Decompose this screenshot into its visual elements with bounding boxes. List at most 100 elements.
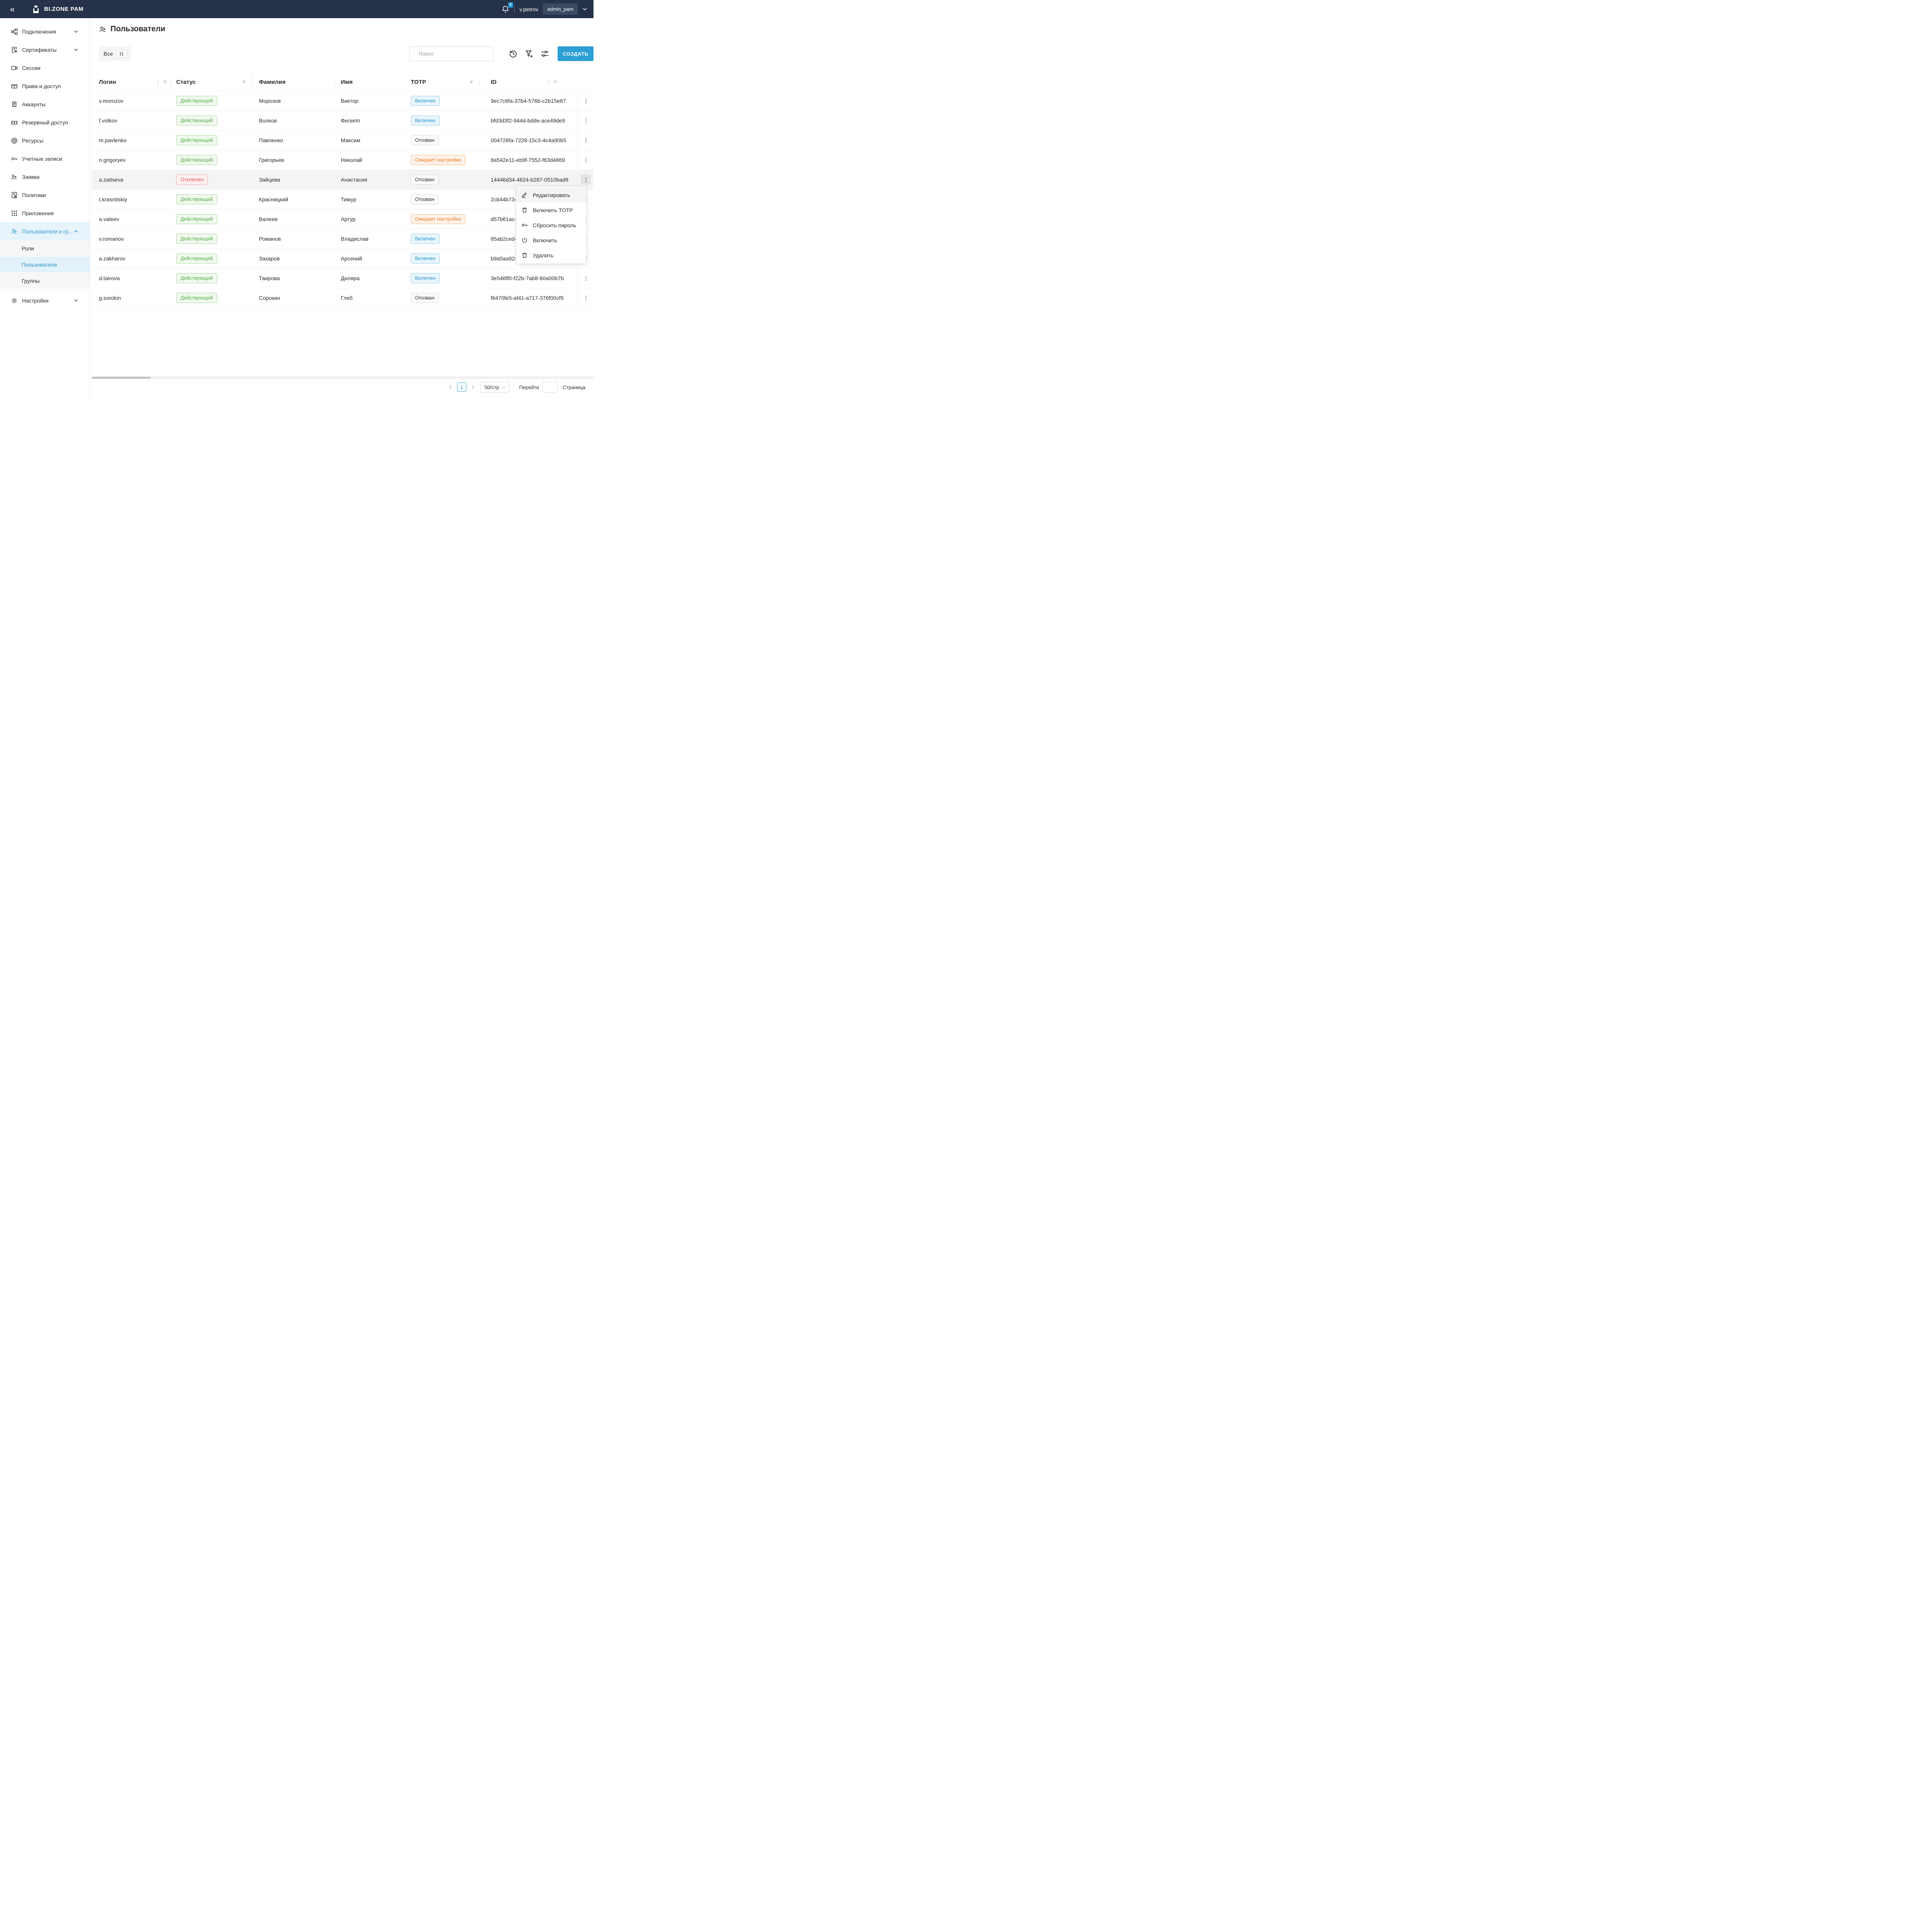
- menu-item-pencil[interactable]: Редактировать: [516, 187, 586, 202]
- row-menu-button[interactable]: [581, 116, 591, 126]
- horizontal-scrollbar[interactable]: [92, 376, 594, 379]
- settings-sliders-button[interactable]: [540, 49, 549, 58]
- cell-totp: Отозван: [403, 174, 480, 185]
- cell-status: Действующий: [171, 273, 252, 284]
- requests-icon: [11, 173, 18, 180]
- page-number-button[interactable]: 1: [457, 383, 466, 392]
- totp-badge: Отозван: [411, 194, 439, 205]
- notifications-button[interactable]: 2: [501, 2, 514, 14]
- table-row[interactable]: a.valeev Действующий Валеев Артур Ожидает на…: [92, 209, 594, 229]
- scrollbar-thumb[interactable]: [92, 377, 151, 379]
- table-row[interactable]: v.romanov Действующий Романов Владислав Вклю…: [92, 229, 594, 249]
- column-header-4[interactable]: TOTP: [403, 73, 480, 91]
- connections-icon: [11, 28, 18, 35]
- sidebar-item-credentials[interactable]: Учетные записи: [0, 150, 90, 168]
- table-row[interactable]: d.tairova Действующий Таирова Диляра Включен…: [92, 269, 594, 288]
- cell-actions: [578, 170, 594, 189]
- sidebar-item-sessions[interactable]: Сессии: [0, 59, 90, 77]
- users-groups-icon: [11, 228, 18, 235]
- notification-badge: 2: [508, 2, 514, 8]
- kebab-icon: [583, 117, 589, 124]
- kebab-icon: [583, 295, 589, 301]
- sidebar-item-requests[interactable]: Заявки: [0, 168, 90, 186]
- column-header-0[interactable]: Логин: [92, 73, 171, 91]
- column-header-actions: [578, 73, 594, 91]
- sidebar-item-policies[interactable]: Политики: [0, 186, 90, 204]
- sidebar-item-users-groups[interactable]: Пользователи и гр...: [0, 222, 90, 240]
- cell-totp: Отозван: [403, 135, 480, 146]
- table-row[interactable]: g.sorokin Действующий Сорокин Глеб Отозван f6…: [92, 288, 594, 308]
- cell-actions: [578, 91, 594, 111]
- role-selector[interactable]: admin_pam: [543, 3, 578, 15]
- column-header-5[interactable]: ID: [480, 73, 578, 91]
- column-header-2[interactable]: Фамилия: [252, 73, 335, 91]
- column-label: Фамилия: [259, 79, 286, 85]
- menu-item-label: Включить: [533, 237, 557, 243]
- sidebar-item-settings[interactable]: Настройки: [0, 291, 90, 310]
- sidebar-subitem-роли[interactable]: Роли: [0, 240, 90, 257]
- cell-last-name: Сорокин: [259, 295, 281, 301]
- clear-filter-button[interactable]: [524, 49, 534, 58]
- menu-item-trash[interactable]: Включить TOTP: [516, 202, 586, 218]
- column-header-1[interactable]: Статус: [171, 73, 252, 91]
- sidebar-item-backup-access[interactable]: Резервный доступ: [0, 113, 90, 131]
- menu-item-power[interactable]: Включить: [516, 233, 586, 248]
- filter-chip-label: Все: [104, 51, 113, 57]
- row-menu-button[interactable]: [581, 135, 591, 145]
- create-button[interactable]: СОЗДАТЬ: [558, 46, 594, 61]
- table-row[interactable]: n.grigoryev Действующий Григорьев Николай Ож…: [92, 150, 594, 170]
- status-badge: Действующий: [176, 194, 217, 205]
- page-size-select[interactable]: 50/стр: [480, 382, 509, 393]
- sidebar-subitem-группы[interactable]: Группы: [0, 273, 90, 289]
- sidebar-item-label: Аккаунты: [22, 101, 46, 107]
- sidebar-subitem-label: Пользователи: [22, 261, 57, 268]
- sidebar-collapse-icon[interactable]: «: [10, 4, 15, 14]
- column-header-icons: [242, 80, 247, 85]
- sidebar-item-rights[interactable]: Права и доступ: [0, 77, 90, 95]
- search-icon: [413, 51, 415, 57]
- rights-icon: [11, 83, 18, 90]
- row-menu-button[interactable]: [581, 273, 591, 283]
- prev-page-icon[interactable]: [448, 384, 453, 390]
- table-row[interactable]: v.morozov Действующий Морозов Виктор Включен…: [92, 91, 594, 111]
- cell-actions: [578, 288, 594, 308]
- next-page-icon[interactable]: [470, 384, 476, 390]
- table-row[interactable]: f.volkov Действующий Волков Филипп Включен bf…: [92, 111, 594, 131]
- row-menu-button[interactable]: [581, 175, 591, 185]
- cell-status: Действующий: [171, 293, 252, 303]
- cell-totp: Включен: [403, 115, 480, 126]
- table-row[interactable]: m.pavlenko Действующий Павленко Максим Отозв…: [92, 131, 594, 150]
- row-menu-button[interactable]: [581, 96, 591, 106]
- chevron-down-icon: [502, 385, 506, 389]
- table-row[interactable]: a.zakharov Действующий Захаров Арсений Включ…: [92, 249, 594, 269]
- sidebar-subitem-пользователи[interactable]: Пользователи: [0, 257, 90, 273]
- menu-item-label: Сбросить пароль: [533, 222, 577, 228]
- key-icon: [521, 222, 528, 228]
- table-row[interactable]: a.zaitseva Отключен Зайцева Анастасия Отозва…: [92, 170, 594, 190]
- column-header-3[interactable]: Имя: [335, 73, 403, 91]
- table-row[interactable]: t.krasnitskiy Действующий Красницкий Тимур О…: [92, 190, 594, 209]
- row-menu-button[interactable]: [581, 155, 591, 165]
- cell-totp: Включен: [403, 95, 480, 106]
- funnel-icon: [242, 80, 247, 85]
- sidebar-item-resources[interactable]: Ресурсы: [0, 131, 90, 150]
- kebab-icon: [583, 275, 589, 282]
- trash-icon: [521, 207, 528, 213]
- cell-first-name: Артур: [341, 216, 356, 222]
- table-header: Логин Статус Фамилия Имя TOTP ID: [92, 73, 594, 91]
- cell-login: a.zakharov: [99, 255, 126, 262]
- filter-chip-all[interactable]: Все 11: [99, 46, 131, 61]
- sidebar-item-applications[interactable]: Приложения: [0, 204, 90, 222]
- chevron-down-icon[interactable]: [582, 7, 587, 12]
- search-input[interactable]: [418, 50, 489, 57]
- history-button[interactable]: [509, 49, 518, 58]
- menu-item-key[interactable]: Сбросить пароль: [516, 218, 586, 233]
- sidebar-item-connections[interactable]: Подключения: [0, 22, 90, 41]
- sidebar-item-certificates[interactable]: Сертификаты: [0, 41, 90, 59]
- goto-page-input[interactable]: [543, 382, 558, 393]
- menu-item-trash[interactable]: Удалить: [516, 248, 586, 263]
- certificates-icon: [11, 46, 18, 53]
- menu-item-label: Удалить: [533, 252, 554, 259]
- row-menu-button[interactable]: [581, 293, 591, 303]
- sidebar-item-accounts[interactable]: Аккаунты: [0, 95, 90, 113]
